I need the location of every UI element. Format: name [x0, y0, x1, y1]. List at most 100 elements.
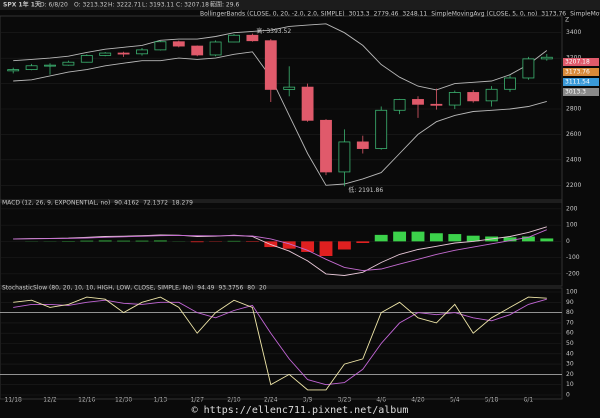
quote-field: C: 3207.18	[176, 2, 209, 9]
macd-histogram-bar	[135, 240, 149, 242]
study-label: 3013.3	[349, 11, 370, 18]
title-bar	[0, 0, 600, 10]
price-box-label: 3207.18	[565, 59, 590, 66]
macd-histogram-bar	[153, 240, 167, 242]
candle-body	[301, 86, 314, 121]
study-label: 90.4162	[114, 200, 139, 207]
x-tick-label: 6/1	[524, 397, 534, 404]
study-label: MACD (12, 26, 9, EXPONENTIAL, no)	[2, 200, 110, 207]
macd-histogram-bar	[503, 237, 517, 242]
candle-body	[375, 109, 388, 149]
zoom-icon[interactable]: Z	[565, 17, 569, 24]
candle-body	[467, 92, 480, 102]
y-tick-label: 2400	[566, 156, 581, 163]
macd-histogram-bar	[80, 240, 94, 242]
candle-body	[191, 45, 204, 56]
price-box-label: 3111.54	[565, 79, 590, 86]
candle-body	[356, 141, 369, 149]
x-tick-label: 2/24	[264, 397, 278, 404]
candle-body	[485, 88, 498, 102]
x-tick-label: 12/30	[115, 397, 132, 404]
signal-line	[13, 229, 547, 272]
y-tick-label: -200	[566, 270, 580, 277]
macd-histogram-bar	[319, 241, 333, 256]
x-tick-label: 4/6	[376, 397, 386, 404]
study-label: StochasticSlow (80, 20, 10, 10, HIGH, LO…	[2, 285, 193, 292]
x-tick-label: 3/9	[303, 397, 313, 404]
x-tick-label: 5/18	[485, 397, 499, 404]
macd-line	[13, 226, 547, 276]
bollinger-upper	[13, 23, 548, 91]
price-box-label: 3013.3	[565, 89, 586, 96]
candle-body	[99, 52, 112, 56]
study-label: 94.49	[197, 285, 214, 292]
quote-field: L: 3193.11	[142, 2, 174, 9]
candle-body	[246, 34, 259, 42]
macd-histogram-bar	[521, 236, 535, 242]
candle-body	[172, 41, 185, 47]
y-tick-label: 0	[566, 392, 570, 399]
price-box-label: 3173.76	[565, 69, 590, 76]
candle-body	[154, 41, 167, 51]
x-tick-label: 12/2	[43, 397, 57, 404]
study-label: SimpleMovingAvg (CLOSE, 5, 0, no)	[431, 11, 537, 18]
low-annotation: 低: 2191.86	[348, 186, 383, 194]
y-tick-label: 3400	[566, 29, 581, 36]
x-tick-label: 12/16	[78, 397, 95, 404]
y-tick-label: 2200	[566, 182, 581, 189]
candle-body	[136, 49, 148, 55]
candle-body	[504, 77, 516, 90]
study-label: BollingerBands (CLOSE, 0, 20, -2.0, 2.0,…	[200, 11, 345, 18]
candle-body	[7, 69, 20, 72]
study-label: 2779.46	[374, 11, 399, 18]
candle-body	[430, 103, 443, 106]
macd-histogram-bar	[98, 240, 112, 242]
candle-body	[80, 55, 93, 63]
stoch-k-line	[13, 296, 547, 391]
macd-histogram-bar	[337, 241, 351, 250]
y-tick-label: 100	[566, 222, 578, 229]
high-annotation: 高: 3393.52	[256, 27, 291, 35]
y-tick-label: 50	[566, 340, 574, 347]
macd-histogram-bar	[466, 235, 480, 242]
x-tick-label: 3/23	[338, 397, 352, 404]
y-tick-label: 60	[566, 330, 574, 337]
macd-histogram-bar	[393, 231, 407, 242]
panel-frame	[0, 199, 563, 287]
candle-body	[522, 58, 535, 79]
study-label: 18.279	[172, 200, 193, 207]
price-box	[563, 88, 599, 96]
bollinger-lower	[13, 51, 547, 186]
x-tick-label: 11/18	[5, 397, 22, 404]
macd-histogram-bar	[117, 240, 131, 242]
y-tick-label: 90	[566, 299, 574, 306]
candle-body	[44, 64, 56, 67]
macd-histogram-bar	[190, 241, 204, 243]
candle-body	[540, 56, 553, 60]
y-tick-label: 70	[566, 319, 574, 326]
study-label: 80	[247, 285, 255, 292]
quote-field: O: 3213.32	[74, 2, 108, 9]
candle-body	[283, 86, 296, 90]
macd-histogram-bar	[540, 238, 554, 242]
macd-histogram-bar	[411, 231, 425, 242]
study-label: 3173.76	[541, 11, 566, 18]
y-tick-label: 80	[566, 309, 574, 316]
candle-body	[25, 65, 38, 70]
macd-histogram-bar	[356, 241, 370, 243]
y-tick-label: 40	[566, 350, 574, 357]
candle-body	[209, 41, 222, 56]
quote-field: 範圍: 29.6	[210, 1, 239, 9]
y-tick-label: 100	[566, 289, 578, 296]
y-tick-label: 2800	[566, 106, 581, 113]
candle-body	[117, 52, 130, 55]
symbol: SPX 1年 1天	[3, 1, 41, 9]
candle-body	[228, 34, 240, 43]
watermark: © https://ellenc711.pixnet.net/album	[192, 405, 409, 416]
x-tick-label: 5/4	[450, 397, 460, 404]
candle-body	[320, 119, 332, 173]
candle-body	[264, 40, 277, 90]
study-label: 93.3756	[218, 285, 243, 292]
price-box	[563, 78, 599, 86]
